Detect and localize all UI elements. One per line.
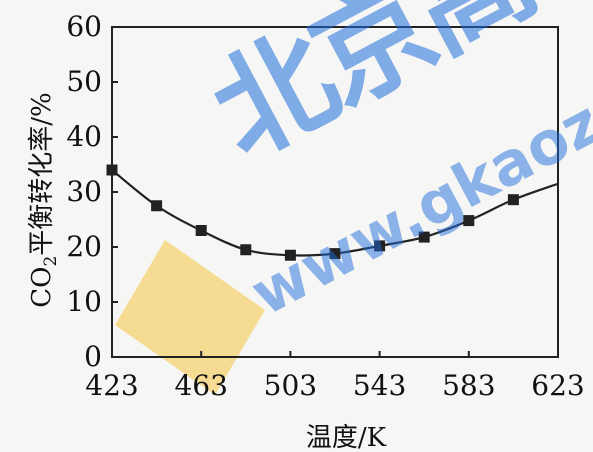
x-tick-label: 583 bbox=[442, 369, 495, 402]
y-axis-label-sub: 2 bbox=[41, 256, 61, 267]
y-tick-label: 30 bbox=[66, 175, 102, 208]
data-point bbox=[240, 244, 252, 256]
data-point bbox=[151, 200, 163, 212]
data-point bbox=[284, 249, 296, 261]
data-point bbox=[329, 248, 341, 260]
y-axis: 0 10 20 30 40 50 60 bbox=[66, 10, 118, 373]
y-axis-label-rest: 平衡转化率/% bbox=[27, 92, 57, 255]
y-tick-label: 50 bbox=[66, 65, 102, 98]
data-point bbox=[106, 164, 118, 176]
y-tick-label: 0 bbox=[84, 340, 102, 373]
series-markers bbox=[106, 164, 519, 261]
data-point bbox=[507, 194, 519, 206]
x-axis-label: 温度/K bbox=[306, 423, 387, 452]
data-point bbox=[374, 240, 386, 252]
x-tick-label: 423 bbox=[85, 369, 138, 402]
y-tick-label: 10 bbox=[66, 285, 102, 318]
x-axis: 423 463 503 543 583 623 bbox=[85, 351, 585, 402]
y-tick-label: 20 bbox=[66, 230, 102, 263]
x-tick-label: 463 bbox=[174, 369, 227, 402]
y-axis-label: CO2平衡转化率/% bbox=[27, 92, 61, 308]
series-line bbox=[111, 169, 559, 257]
y-tick-label: 40 bbox=[66, 120, 102, 153]
data-point bbox=[463, 215, 475, 227]
data-point bbox=[195, 225, 207, 236]
y-tick-label: 60 bbox=[66, 10, 102, 43]
x-tick-label: 543 bbox=[353, 369, 406, 402]
y-axis-label-co: CO bbox=[27, 267, 57, 308]
data-point bbox=[418, 231, 430, 243]
svg-text:CO2平衡转化率/%: CO2平衡转化率/% bbox=[27, 92, 61, 308]
x-tick-label: 503 bbox=[264, 369, 317, 402]
x-tick-label: 623 bbox=[531, 369, 584, 402]
